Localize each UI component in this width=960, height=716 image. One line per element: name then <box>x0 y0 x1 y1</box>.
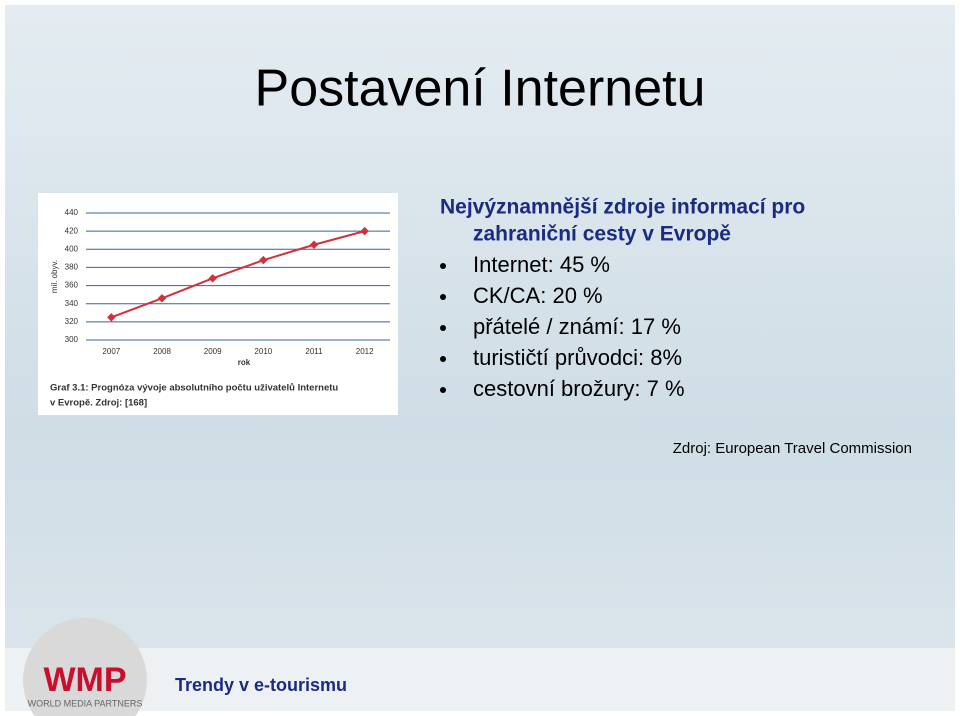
x-tick-label: 2009 <box>204 347 222 356</box>
line <box>110 230 365 319</box>
marker <box>157 294 167 303</box>
marker <box>107 313 116 322</box>
y-axis-label: mil. obyv. <box>50 260 59 293</box>
footer-text: Trendy v e-tourismu <box>175 675 347 695</box>
bullet: přátelé / známí: 17 % <box>473 314 681 339</box>
logo-subtitle: WORLD MEDIA PARTNERS <box>28 698 143 708</box>
bullet: cestovní brožury: 7 % <box>473 376 685 401</box>
x-axis-label: rok <box>238 358 251 367</box>
bullet-dot <box>440 325 446 331</box>
y-tick-label: 340 <box>65 299 79 308</box>
logo: WMP <box>43 661 126 699</box>
source: Zdroj: European Travel Commission <box>673 440 912 457</box>
bullet-dot <box>440 356 446 362</box>
bullet: Internet: 45 % <box>473 252 610 277</box>
y-tick-label: 360 <box>65 281 79 290</box>
y-tick-label: 300 <box>65 335 79 344</box>
bullet-dot <box>440 263 446 269</box>
logo-circle <box>23 618 147 716</box>
y-tick-label: 440 <box>65 208 79 217</box>
marker <box>309 240 319 249</box>
marker <box>360 226 369 236</box>
slide-title: Postavení Internetu <box>255 60 706 118</box>
x-tick-label: 2007 <box>102 347 120 356</box>
y-tick-label: 320 <box>65 317 79 326</box>
y-tick-label: 380 <box>65 263 79 272</box>
x-tick-label: 2008 <box>153 347 171 356</box>
bullet: turističtí průvodci: 8% <box>473 345 682 370</box>
bullet-dot <box>440 294 446 300</box>
footer-band <box>5 648 955 711</box>
bullet-dot <box>440 387 446 393</box>
chart-caption: v Evropě. Zdroj: [168] <box>50 398 147 409</box>
chart-caption: Graf 3.1: Prognóza vývoje absolutního po… <box>50 383 338 394</box>
y-tick-label: 420 <box>65 226 79 235</box>
marker <box>208 274 217 283</box>
marker <box>259 255 268 265</box>
y-tick-label: 400 <box>65 244 79 253</box>
bullet: CK/CA: 20 % <box>473 283 603 308</box>
x-tick-label: 2010 <box>254 347 272 356</box>
heading: zahraniční cesty v Evropě <box>473 223 731 246</box>
x-tick-label: 2012 <box>356 347 374 356</box>
x-tick-label: 2011 <box>305 347 323 356</box>
heading: Nejvýznamnější zdroje informací pro <box>440 196 805 219</box>
